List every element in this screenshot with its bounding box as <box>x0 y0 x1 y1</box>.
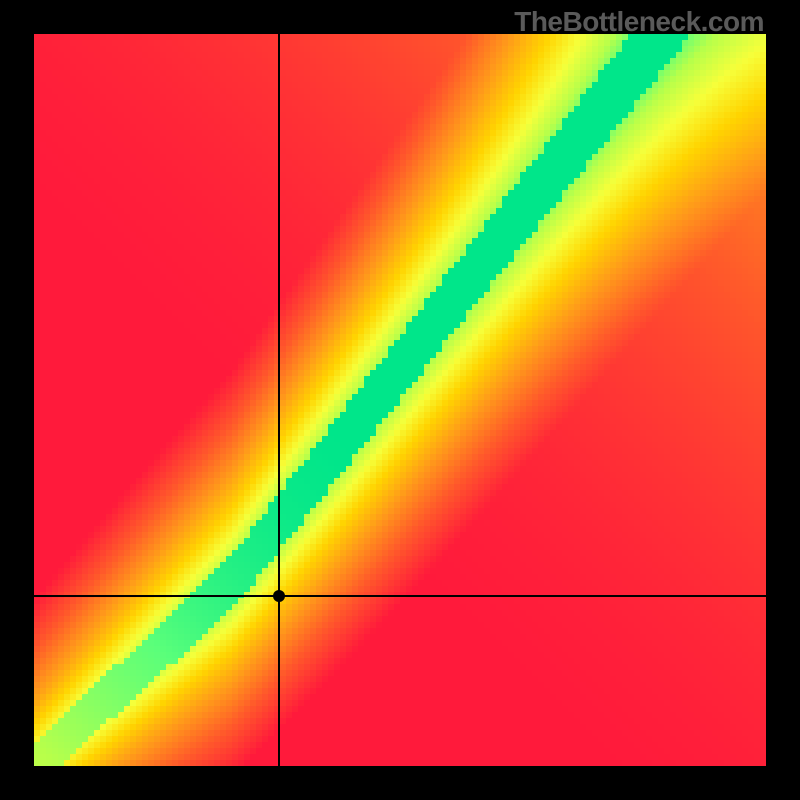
crosshair-vertical-line <box>278 34 280 766</box>
bottleneck-heatmap <box>34 34 766 766</box>
crosshair-horizontal-line <box>34 595 766 597</box>
watermark-text: TheBottleneck.com <box>514 6 764 38</box>
